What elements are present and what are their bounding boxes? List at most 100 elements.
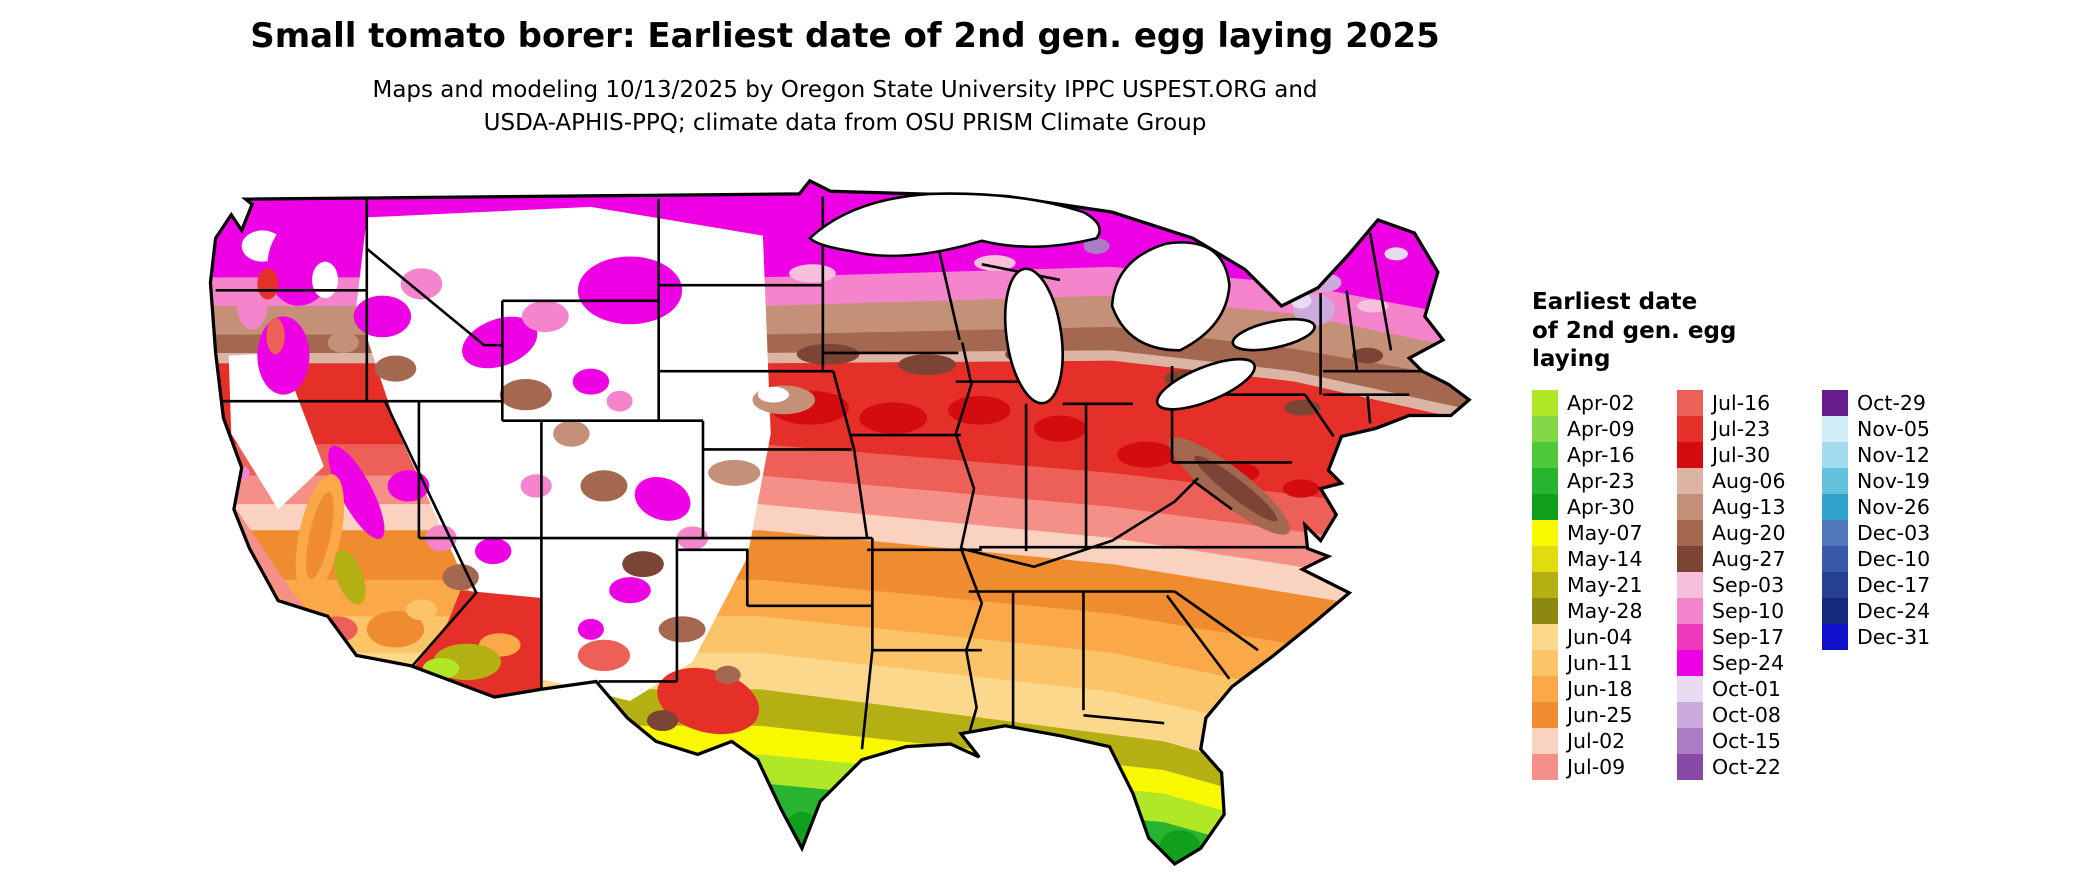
legend-swatch: [1677, 649, 1703, 676]
legend-title-line-1: Earliest date: [1532, 289, 1698, 315]
legend-entry: Jun-11: [1532, 649, 1677, 676]
legend-entry: May-07: [1532, 519, 1677, 546]
us-outline: [208, 178, 1472, 867]
legend-label: Jul-09: [1567, 754, 1626, 779]
legend-swatch: [1822, 597, 1848, 624]
legend-swatch: [1822, 545, 1848, 572]
legend-swatch: [1677, 467, 1703, 494]
legend-entry: Jun-04: [1532, 623, 1677, 650]
subtitle-line-1: Maps and modeling 10/13/2025 by Oregon S…: [372, 77, 1318, 103]
lake-ontario: [1231, 317, 1316, 352]
legend-entry: Nov-12: [1822, 441, 1930, 468]
legend-label: Aug-06: [1712, 468, 1786, 493]
legend-label: Jul-02: [1567, 728, 1626, 753]
legend-label: Jul-30: [1712, 442, 1771, 467]
legend-swatch: [1677, 441, 1703, 468]
legend-swatch: [1677, 623, 1703, 650]
legend-entry: Jul-16: [1677, 389, 1822, 416]
legend-swatch: [1677, 571, 1703, 598]
legend-columns: Apr-02 Apr-09 Apr-16 Apr-23 Apr-30 May-07 May-…: [1532, 389, 1931, 780]
legend-entry: Sep-10: [1677, 597, 1822, 624]
legend-label: Jul-16: [1712, 390, 1771, 415]
legend-swatch: [1532, 389, 1558, 416]
legend-entry: Sep-03: [1677, 571, 1822, 598]
us-map: [200, 160, 1490, 877]
legend-swatch: [1677, 545, 1703, 572]
legend-label: Aug-27: [1712, 546, 1786, 571]
legend-entry: Jul-02: [1532, 727, 1677, 754]
legend-entry: May-14: [1532, 545, 1677, 572]
lake-superior: [807, 192, 1101, 258]
legend-label: Apr-09: [1567, 416, 1635, 441]
legend-swatch: [1677, 493, 1703, 520]
legend-column-2: Jul-16 Jul-23 Jul-30 Aug-06 Aug-13 Aug-20 Aug-…: [1677, 389, 1822, 780]
legend-entry: May-28: [1532, 597, 1677, 624]
legend-entry: Dec-24: [1822, 597, 1931, 624]
legend-entry: Jun-18: [1532, 675, 1677, 702]
legend-title-line-3: laying: [1532, 346, 1611, 373]
legend-entry: Oct-08: [1677, 701, 1822, 728]
legend-swatch: [1822, 571, 1848, 598]
legend-entry: Sep-24: [1677, 649, 1822, 676]
legend-entry: Jul-09: [1532, 753, 1677, 780]
legend-title-line-2: of 2nd gen. egg: [1532, 317, 1737, 344]
legend-label: Nov-26: [1857, 494, 1930, 519]
legend-entry: Apr-09: [1532, 415, 1677, 442]
legend-label: Dec-03: [1857, 520, 1931, 545]
us-map-svg: [208, 178, 1472, 867]
legend-label: Oct-08: [1712, 702, 1781, 727]
legend-swatch: [1677, 519, 1703, 546]
legend-entry: Jul-30: [1677, 441, 1822, 468]
legend-label: Sep-03: [1712, 572, 1785, 597]
legend-swatch: [1822, 467, 1848, 494]
legend-label: Jun-18: [1567, 676, 1633, 701]
legend-swatch: [1677, 597, 1703, 624]
legend-swatch: [1532, 571, 1558, 598]
legend-entry: Jun-25: [1532, 701, 1677, 728]
legend-label: Aug-13: [1712, 494, 1786, 519]
legend-entry: Jul-23: [1677, 415, 1822, 442]
legend-label: Nov-19: [1857, 468, 1930, 493]
legend-entry: Aug-06: [1677, 467, 1822, 494]
legend-column-3: Oct-29 Nov-05 Nov-12 Nov-19 Nov-26 Dec-03 Dec-…: [1822, 389, 1931, 650]
legend-swatch: [1532, 649, 1558, 676]
legend-swatch: [1822, 519, 1848, 546]
legend-label: Oct-15: [1712, 728, 1781, 753]
legend-entry: Oct-29: [1822, 389, 1930, 416]
legend-entry: Apr-02: [1532, 389, 1677, 416]
legend-label: May-28: [1567, 598, 1643, 623]
legend-label: Oct-01: [1712, 676, 1781, 701]
legend-swatch: [1532, 701, 1558, 728]
legend-entry: Nov-05: [1822, 415, 1930, 442]
lake-huron: [1110, 241, 1231, 352]
legend-label: Nov-12: [1857, 442, 1930, 467]
legend-swatch: [1677, 701, 1703, 728]
legend-swatch: [1532, 519, 1558, 546]
legend-label: Jun-25: [1567, 702, 1633, 727]
legend-entry: Aug-13: [1677, 493, 1822, 520]
legend-label: Sep-10: [1712, 598, 1785, 623]
legend-entry: Aug-27: [1677, 545, 1822, 572]
legend-entry: May-21: [1532, 571, 1677, 598]
legend-label: Jun-04: [1567, 624, 1633, 649]
state-borders: [215, 196, 1425, 750]
legend-entry: Oct-15: [1677, 727, 1822, 754]
legend-label: Dec-24: [1857, 598, 1931, 623]
map-subtitle: Maps and modeling 10/13/2025 by Oregon S…: [0, 74, 1690, 141]
legend-swatch: [1677, 753, 1703, 780]
legend-swatch: [1677, 727, 1703, 754]
legend-entry: Oct-01: [1677, 675, 1822, 702]
legend-entry: Apr-30: [1532, 493, 1677, 520]
lake-michigan: [1003, 267, 1064, 405]
legend-swatch: [1822, 493, 1848, 520]
legend-entry: Apr-23: [1532, 467, 1677, 494]
legend-swatch: [1532, 597, 1558, 624]
legend-swatch: [1532, 493, 1558, 520]
legend-swatch: [1532, 415, 1558, 442]
legend-label: Dec-17: [1857, 572, 1931, 597]
legend-swatch: [1532, 545, 1558, 572]
legend-label: May-07: [1567, 520, 1643, 545]
legend-column-1: Apr-02 Apr-09 Apr-16 Apr-23 Apr-30 May-07 May-…: [1532, 389, 1677, 780]
legend-label: Apr-23: [1567, 468, 1635, 493]
legend-label: Jun-11: [1567, 650, 1633, 675]
